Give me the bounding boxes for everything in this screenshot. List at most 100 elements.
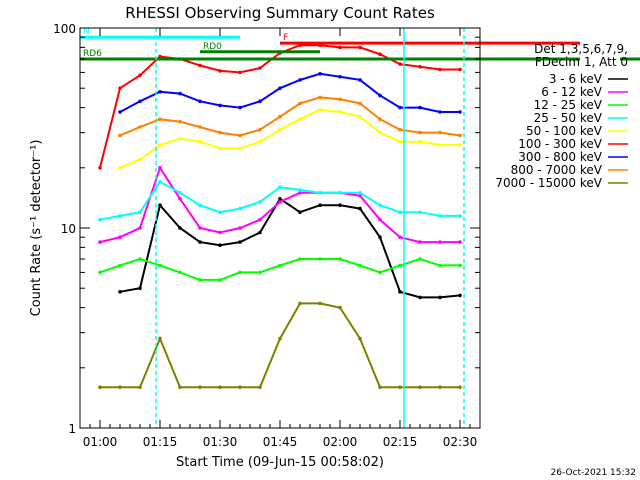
data-point: [438, 385, 442, 390]
data-point: [258, 66, 262, 70]
data-point: [358, 193, 362, 198]
data-point: [458, 214, 462, 218]
series-8: [98, 301, 462, 390]
legend-header-line: Det 1,3,5,6,7,9,: [534, 42, 628, 56]
data-point: [158, 143, 162, 147]
data-point: [218, 230, 222, 235]
legend-label: 25 - 50 keV: [534, 111, 603, 125]
data-point: [258, 139, 262, 144]
data-point: [438, 240, 442, 244]
data-point: [278, 86, 282, 90]
legend-label: 6 - 12 keV: [541, 85, 603, 99]
data-point: [98, 385, 102, 390]
data-point: [318, 203, 322, 207]
data-point: [178, 119, 182, 124]
data-point: [418, 257, 422, 261]
data-point: [158, 90, 162, 94]
data-point: [318, 257, 322, 261]
data-point: [318, 72, 322, 76]
data-point: [158, 180, 162, 184]
data-point: [198, 125, 202, 129]
data-point: [278, 263, 282, 268]
data-point: [338, 203, 342, 207]
data-point: [138, 257, 142, 261]
data-point: [418, 105, 422, 110]
data-point: [138, 157, 142, 162]
data-point: [378, 117, 382, 121]
data-point: [358, 206, 362, 211]
data-point: [338, 305, 342, 310]
data-point: [98, 270, 102, 275]
data-point: [138, 385, 142, 390]
data-point: [378, 235, 382, 239]
data-point: [198, 99, 202, 104]
data-point: [258, 127, 262, 132]
series-2: [98, 257, 462, 282]
data-point: [378, 93, 382, 98]
data-point: [378, 52, 382, 56]
data-point: [118, 133, 122, 138]
data-point: [438, 67, 442, 72]
data-point: [298, 301, 302, 306]
data-point: [238, 385, 242, 390]
data-point: [258, 200, 262, 204]
state-bar-n: N: [80, 27, 240, 39]
data-point: [438, 295, 442, 300]
state-bar-rd0: RD0: [200, 42, 320, 54]
y-axis-label: Count Rate (s⁻¹ detector⁻¹): [29, 140, 44, 317]
data-point: [118, 86, 122, 90]
data-point: [258, 99, 262, 104]
y-tick-layer: 1 10 100: [53, 22, 480, 436]
data-point: [118, 235, 122, 239]
data-point: [198, 63, 202, 68]
state-bar-label: RD6: [83, 49, 102, 59]
data-point: [178, 91, 182, 96]
data-point: [358, 336, 362, 341]
data-point: [458, 133, 462, 138]
data-point: [378, 203, 382, 207]
data-point: [198, 226, 202, 230]
data-point: [238, 206, 242, 211]
data-point: [278, 127, 282, 132]
data-point: [398, 62, 402, 66]
state-bar-label: RD0: [203, 42, 222, 52]
y-tick-label: 1: [68, 422, 76, 436]
data-point: [178, 270, 182, 275]
state-bar-label: F: [283, 33, 288, 43]
data-point: [118, 290, 122, 294]
x-axis-label: Start Time (09-Jun-15 00:58:02): [176, 455, 384, 470]
data-point: [458, 263, 462, 268]
data-point: [398, 105, 402, 110]
data-point: [118, 166, 122, 170]
data-point: [318, 301, 322, 306]
chart-title: RHESSI Observing Summary Count Rates: [125, 4, 435, 22]
data-point: [158, 336, 162, 341]
legend-label: 7000 - 15000 keV: [495, 176, 602, 190]
data-point: [118, 263, 122, 268]
data-point: [418, 139, 422, 144]
data-point: [278, 197, 282, 201]
data-point: [278, 185, 282, 189]
data-point: [438, 110, 442, 114]
data-point: [358, 78, 362, 82]
data-point: [298, 78, 302, 82]
data-point: [238, 70, 242, 75]
data-point: [358, 114, 362, 119]
legend-entry: 7000 - 15000 keV: [495, 176, 628, 190]
data-point: [138, 99, 142, 104]
data-point: [138, 226, 142, 230]
data-point: [458, 67, 462, 72]
data-point: [258, 230, 262, 235]
data-point: [98, 217, 102, 222]
data-point: [138, 125, 142, 129]
data-point: [418, 240, 422, 244]
data-point: [258, 385, 262, 390]
data-point: [458, 293, 462, 298]
legend-header-line: FDecim 1, Att 0: [535, 55, 628, 69]
legend-label: 3 - 6 keV: [549, 72, 603, 86]
data-point: [138, 73, 142, 78]
data-point: [458, 240, 462, 244]
data-point: [178, 197, 182, 201]
